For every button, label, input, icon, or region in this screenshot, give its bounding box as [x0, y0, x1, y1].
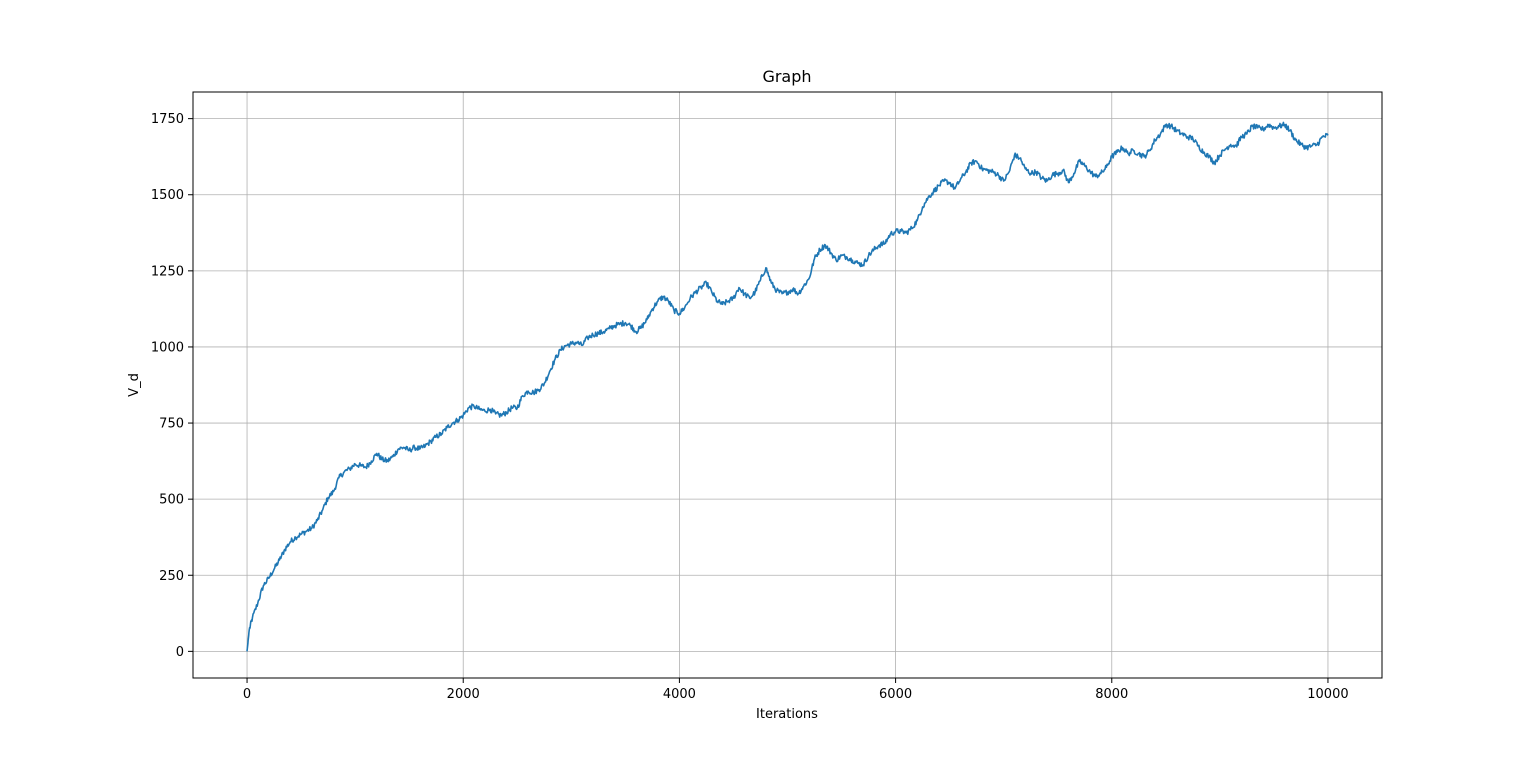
y-tick-label: 1000	[151, 340, 184, 355]
y-tick-label: 250	[159, 569, 184, 584]
plot-area	[246, 121, 1329, 652]
grid	[193, 92, 1382, 678]
y-tick-label: 1250	[151, 264, 184, 279]
x-tick-label: 2000	[447, 687, 480, 702]
series-line	[246, 121, 1329, 652]
y-axis: 0 250 500 750 1000 1250 1500 1750	[151, 112, 193, 660]
x-tick-label: 10000	[1307, 687, 1348, 702]
y-axis-label: V_d	[127, 373, 142, 397]
x-tick-label: 4000	[663, 687, 696, 702]
x-axis: 0 2000 4000 6000 8000 10000	[243, 678, 1349, 702]
y-tick-label: 1500	[151, 188, 184, 203]
y-tick-label: 500	[159, 493, 184, 508]
y-tick-label: 750	[159, 417, 184, 432]
axes-frame	[192, 91, 1383, 679]
x-tick-label: 0	[243, 687, 251, 702]
x-tick-label: 6000	[879, 687, 912, 702]
x-tick-label: 8000	[1095, 687, 1128, 702]
y-tick-label: 1750	[151, 112, 184, 127]
chart-title: Graph	[762, 67, 811, 86]
x-axis-label: Iterations	[756, 707, 818, 722]
y-tick-label: 0	[176, 645, 184, 660]
